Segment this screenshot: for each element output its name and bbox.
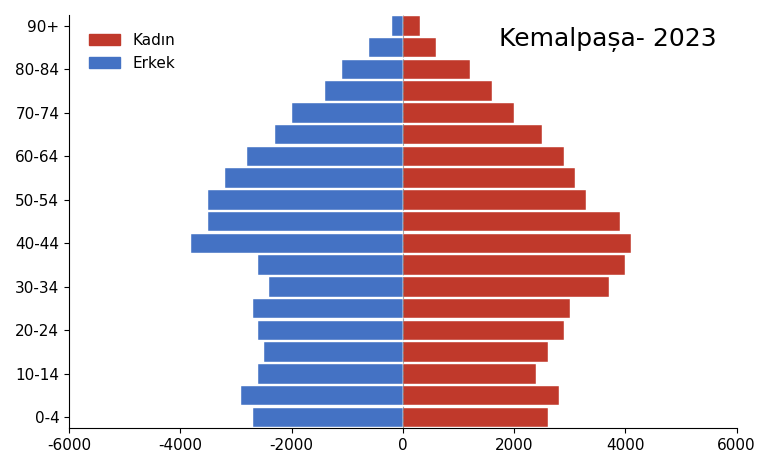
Bar (241, 386, 402, 405)
Bar (402, 190, 587, 210)
Bar (402, 146, 564, 166)
Bar (402, 299, 570, 318)
Bar (264, 343, 402, 362)
Bar (392, 16, 402, 36)
Bar (402, 81, 492, 101)
Bar (291, 103, 402, 123)
Bar (208, 190, 402, 210)
Text: Kemalpașa- 2023: Kemalpașa- 2023 (499, 28, 717, 52)
Bar (402, 277, 609, 297)
Bar (402, 386, 559, 405)
Bar (402, 212, 620, 232)
Bar (269, 277, 402, 297)
Bar (402, 16, 419, 36)
Bar (402, 103, 514, 123)
Bar (208, 212, 402, 232)
Bar (402, 59, 470, 79)
Bar (247, 146, 402, 166)
Bar (402, 343, 547, 362)
Bar (402, 256, 625, 275)
Bar (258, 364, 402, 384)
Bar (402, 408, 547, 427)
Bar (402, 234, 631, 253)
Bar (342, 59, 402, 79)
Bar (258, 256, 402, 275)
Bar (402, 168, 575, 188)
Bar (225, 168, 402, 188)
Bar (274, 125, 402, 145)
Bar (258, 321, 402, 340)
Bar (253, 299, 402, 318)
Bar (325, 81, 402, 101)
Bar (253, 408, 402, 427)
Bar (402, 38, 436, 58)
Bar (402, 321, 564, 340)
Bar (402, 125, 542, 145)
Bar (402, 364, 537, 384)
Bar (191, 234, 402, 253)
Legend: Kadın, Erkek: Kadın, Erkek (83, 27, 181, 77)
Bar (369, 38, 402, 58)
